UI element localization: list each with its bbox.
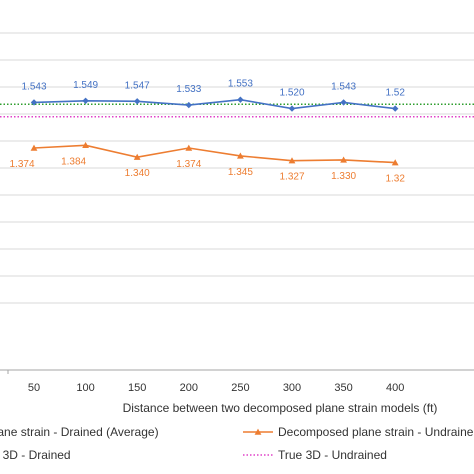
reference-lines [0,103,474,118]
data-label: 1.374 [176,159,201,170]
data-label: 1.340 [125,168,150,179]
data-point [237,96,244,103]
data-label: 1.384 [61,156,86,167]
series-line [33,144,396,164]
data-point [134,98,141,105]
data-label: 1.543 [21,81,46,92]
data-label: 1.520 [279,88,304,99]
data-series: 1.543 1.549 1.547 1.533 1.553 1.520 1.543 1.52 1… [9,79,405,185]
data-point [237,152,244,159]
data-point [340,99,347,106]
data-point [30,99,38,106]
data-point [30,144,38,151]
data-label: 1.345 [228,167,253,178]
data-point [340,156,347,163]
data-label: 1.553 [228,79,253,90]
data-label: 1.374 [9,159,34,170]
data-label: 1.32 [385,174,405,185]
x-axis-title: Distance between two decomposed plane st… [123,401,438,415]
x-axis: 50 100 150 200 250 300 350 400 [0,369,474,394]
x-tick-label: 350 [334,382,352,394]
data-label: 1.327 [279,172,304,183]
data-label: 1.330 [331,171,356,182]
data-point [288,105,296,112]
legend-label: True 3D - Undrained [278,448,387,462]
legend-marker [254,428,262,435]
data-point [82,141,89,149]
data-label: 1.547 [125,80,150,91]
data-point [185,101,192,109]
data-point [82,97,89,104]
data-label: 1.543 [331,81,356,92]
legend-label: True 3D - Drained [0,448,71,462]
data-point [133,153,141,160]
x-tick-label: 300 [283,382,301,394]
x-tick-label: 200 [180,382,198,394]
x-tick-label: 50 [28,382,40,394]
x-tick-label: 400 [386,382,404,394]
gridlines [0,32,474,304]
data-label: 1.52 [385,88,405,99]
legend-label: Decomposed plane strain - Undrained [278,425,474,439]
data-point [391,159,399,166]
series-line [33,98,396,110]
data-label: 1.549 [73,80,98,91]
data-label: 1.533 [176,84,201,95]
data-point [288,157,296,164]
data-point [392,105,399,112]
legend-label: Decomposed plane strain - Drained (Avera… [0,425,159,439]
data-point [185,144,193,151]
legend: Decomposed plane strain - Drained (Avera… [0,425,474,462]
x-tick-label: 150 [128,382,146,394]
x-tick-label: 250 [231,382,249,394]
x-tick-label: 100 [76,382,94,394]
